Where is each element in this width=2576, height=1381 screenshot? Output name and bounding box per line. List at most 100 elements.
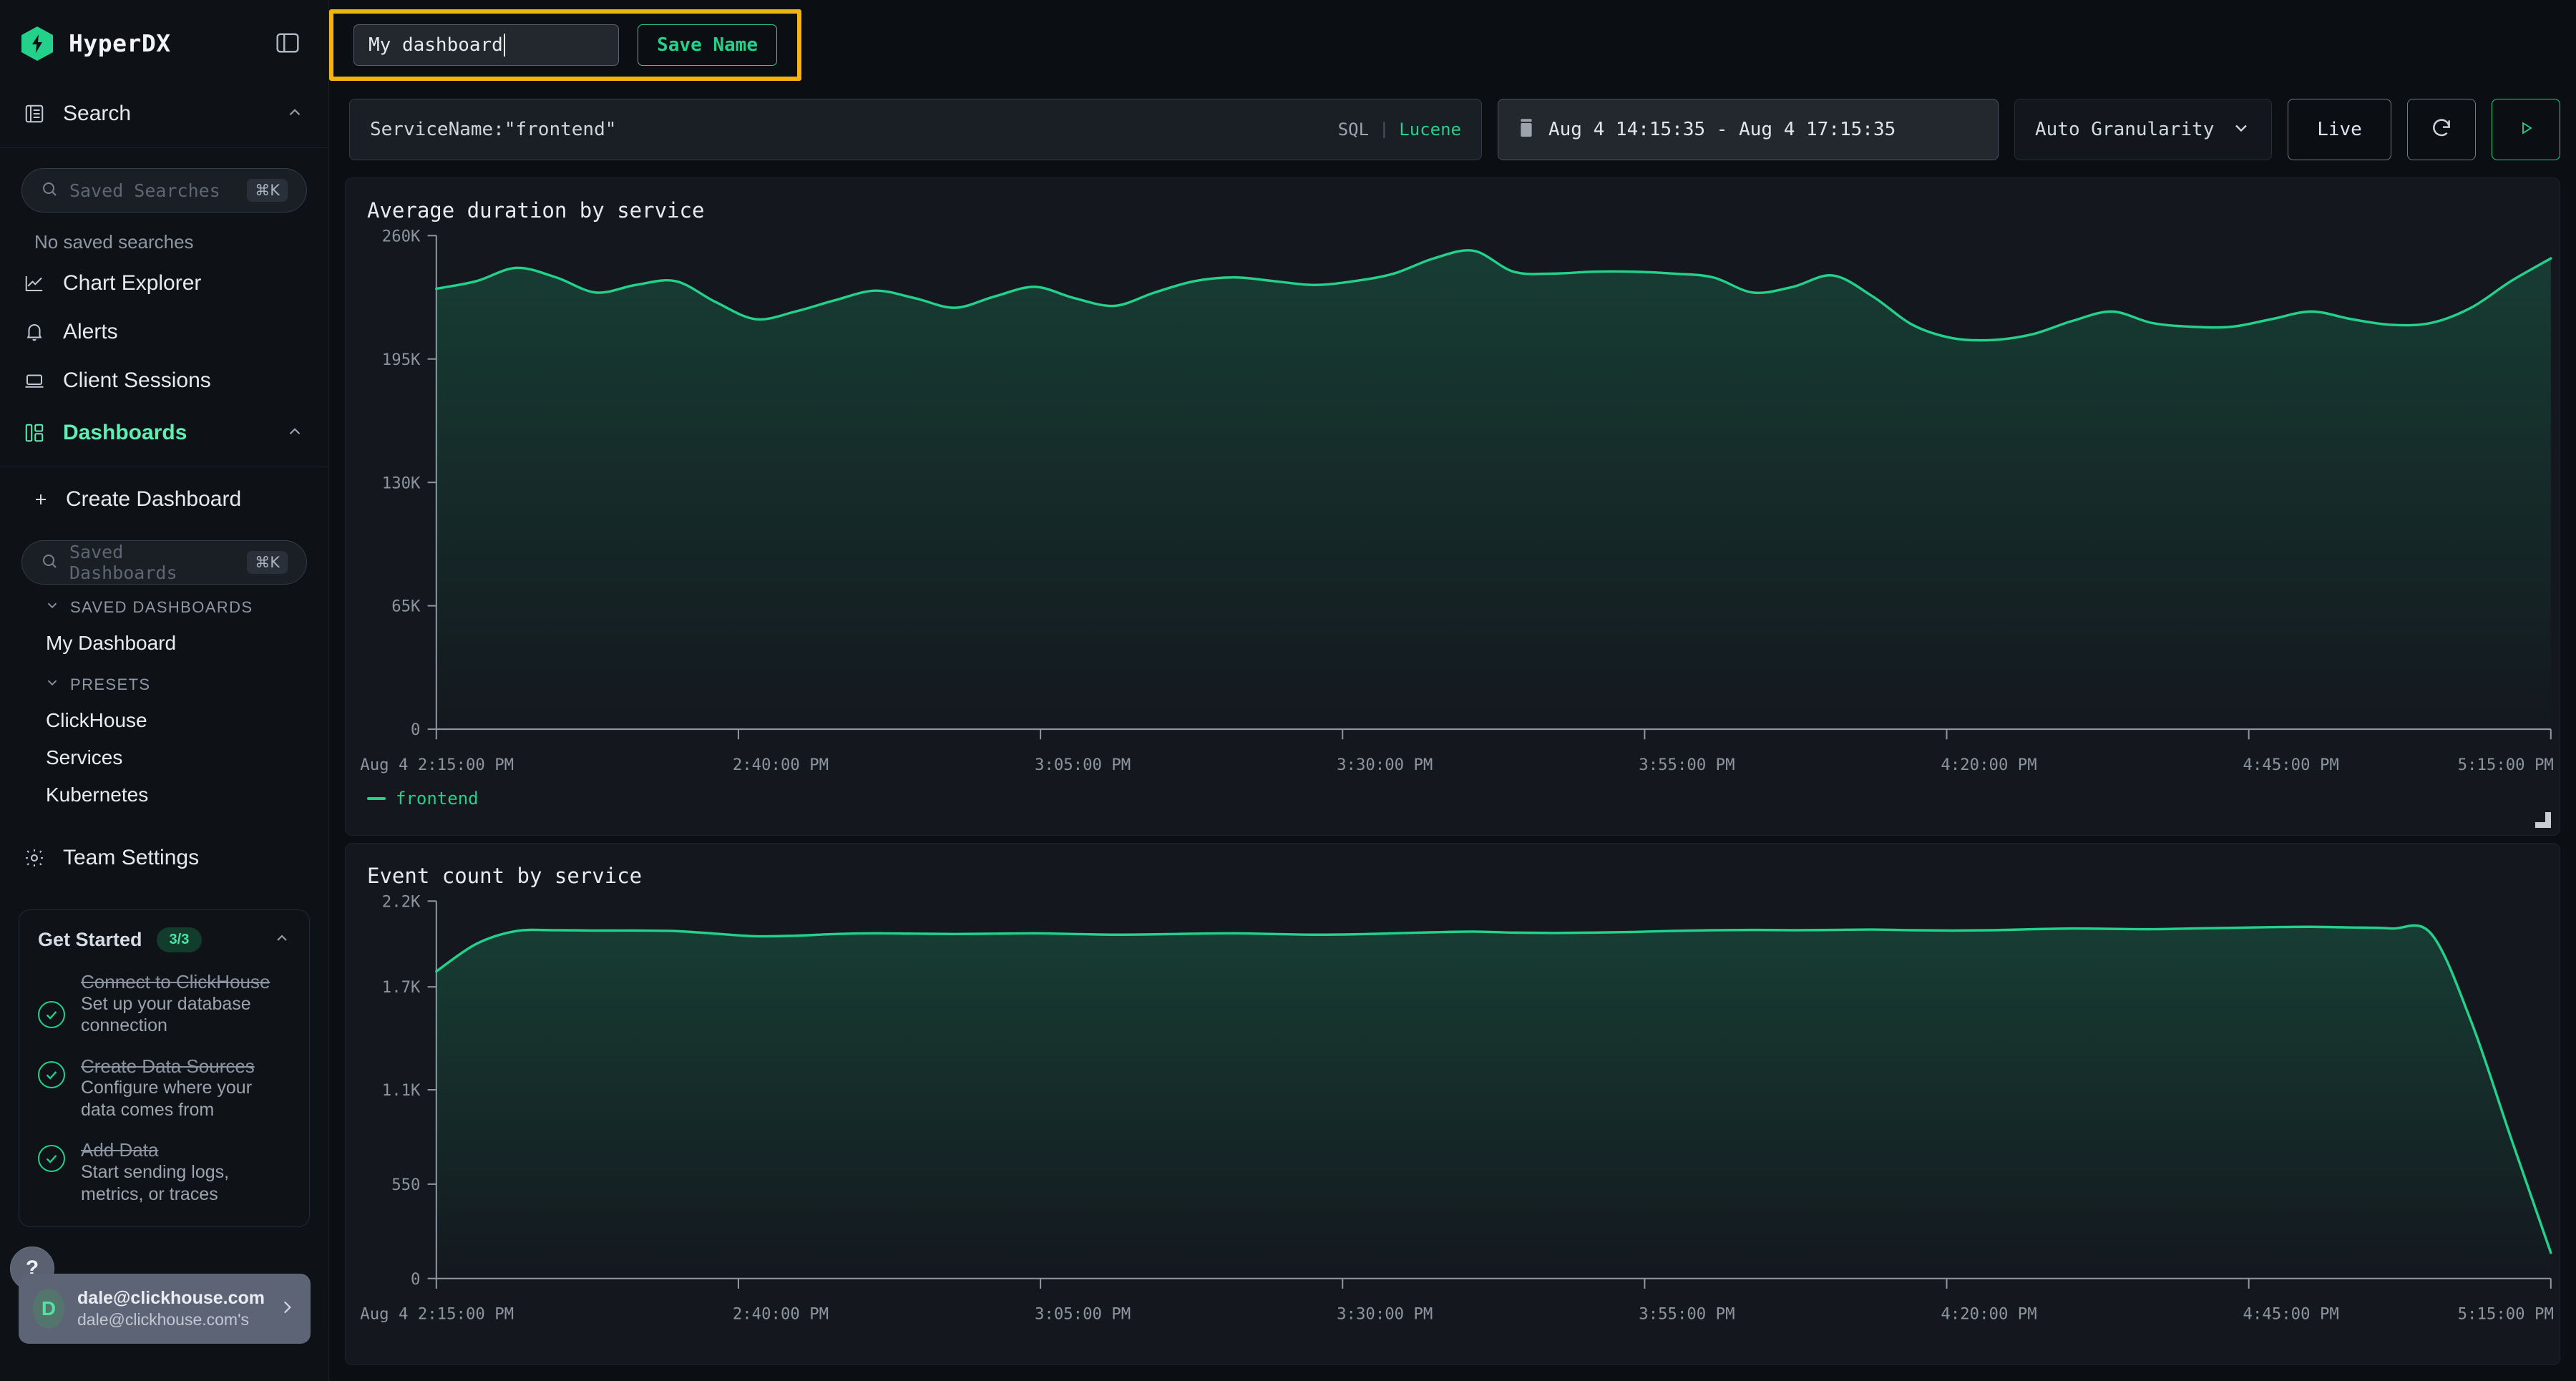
get-started-step-title: Create Data Sources xyxy=(81,1055,255,1077)
get-started-step[interactable]: Connect to ClickHouse Set up your databa… xyxy=(38,971,291,1037)
sidebar-section-dashboards[interactable]: Dashboards xyxy=(0,405,328,461)
laptop-icon xyxy=(21,370,47,391)
hyperdx-bolt-icon xyxy=(21,26,54,61)
sidebar-preset-clickhouse[interactable]: ClickHouse xyxy=(46,709,147,731)
saved-dashboards-input[interactable]: Saved Dashboards ⌘K xyxy=(21,540,307,585)
get-started-step-desc: Start sending logs, metrics, or traces xyxy=(81,1162,230,1204)
lang-toggle-lucene[interactable]: Lucene xyxy=(1399,119,1461,140)
dashboard-name-value: My dashboard xyxy=(369,34,503,56)
sidebar-item-client-sessions-label: Client Sessions xyxy=(63,369,211,392)
lang-separator: | xyxy=(1382,119,1387,139)
dashboard-layout-icon xyxy=(21,422,47,444)
brand[interactable]: HyperDX xyxy=(21,26,171,61)
get-started-step[interactable]: Create Data Sources Configure where your… xyxy=(38,1055,291,1121)
svg-text:5:15:00 PM: 5:15:00 PM xyxy=(2458,1305,2554,1324)
chevron-right-icon xyxy=(278,1298,296,1320)
get-started-header[interactable]: Get Started 3/3 xyxy=(38,927,291,952)
chevron-up-icon[interactable] xyxy=(286,103,304,125)
granularity-select[interactable]: Auto Granularity xyxy=(2014,99,2272,160)
saved-searches-input[interactable]: Saved Searches ⌘K xyxy=(21,168,307,213)
dashboard-name-highlight: My dashboard Save Name xyxy=(329,9,801,81)
toolbar: ServiceName:"frontend" SQL | Lucene Aug … xyxy=(329,99,2576,160)
bell-icon xyxy=(21,321,47,343)
dashboard-name-input[interactable]: My dashboard xyxy=(353,24,620,66)
svg-text:0: 0 xyxy=(411,721,420,739)
legend-label[interactable]: frontend xyxy=(396,789,479,809)
get-started-step[interactable]: Add Data Start sending logs, metrics, or… xyxy=(38,1139,291,1205)
search-icon xyxy=(41,180,58,201)
granularity-value: Auto Granularity xyxy=(2035,119,2215,140)
get-started-step-desc: Configure where your data comes from xyxy=(81,1078,253,1120)
refresh-icon xyxy=(2430,117,2453,143)
sidebar-item-alerts[interactable]: Alerts xyxy=(0,308,328,356)
run-query-button[interactable] xyxy=(2492,99,2560,160)
sidebar-preset-kubernetes[interactable]: Kubernetes xyxy=(46,784,149,806)
main-content: My dashboard Save Name ServiceName:"fron… xyxy=(329,0,2576,1381)
check-circle-icon xyxy=(38,1145,65,1173)
chart-plot-area[interactable]: 2.2K 1.7K 1.1K 550 0 Aug 4 2:15:00 PM 2:40:00 … xyxy=(346,888,2560,1345)
sidebar-item-chart-explorer[interactable]: Chart Explorer xyxy=(0,259,328,308)
svg-text:130K: 130K xyxy=(382,474,421,492)
sidebar-item-chart-explorer-label: Chart Explorer xyxy=(63,271,202,295)
create-dashboard-label: Create Dashboard xyxy=(66,487,242,511)
chart-plot-area[interactable]: 260K 195K 130K 65K 0 Aug 4 2:15:00 PM 2:40:00 … xyxy=(346,223,2560,796)
refresh-button[interactable] xyxy=(2407,99,2476,160)
svg-text:2:40:00 PM: 2:40:00 PM xyxy=(733,1305,829,1324)
lang-toggle-sql[interactable]: SQL xyxy=(1337,119,1370,140)
svg-text:3:05:00 PM: 3:05:00 PM xyxy=(1035,1305,1131,1324)
no-saved-searches-text: No saved searches xyxy=(34,231,194,253)
get-started-step-desc: Set up your database connection xyxy=(81,993,251,1036)
svg-text:Aug 4 2:15:00 PM: Aug 4 2:15:00 PM xyxy=(360,1305,514,1324)
text-caret xyxy=(503,34,505,57)
chevron-up-icon[interactable] xyxy=(286,422,304,444)
search-query-input[interactable]: ServiceName:"frontend" SQL | Lucene xyxy=(349,99,1482,160)
panel-toggle-icon[interactable] xyxy=(273,28,303,58)
save-name-button[interactable]: Save Name xyxy=(638,24,777,66)
group-header-presets[interactable]: PRESETS xyxy=(0,662,328,702)
svg-text:3:30:00 PM: 3:30:00 PM xyxy=(1337,756,1433,774)
tile-resize-handle[interactable] xyxy=(2532,809,2551,828)
saved-searches-shortcut: ⌘K xyxy=(247,179,288,202)
gear-icon xyxy=(21,847,47,869)
user-email: dale@clickhouse.com xyxy=(77,1288,265,1309)
svg-text:1.7K: 1.7K xyxy=(382,978,421,997)
sidebar-preset-services[interactable]: Services xyxy=(46,746,123,768)
svg-text:0: 0 xyxy=(411,1270,420,1289)
svg-text:195K: 195K xyxy=(382,351,421,369)
brand-name: HyperDX xyxy=(69,29,171,57)
svg-text:4:45:00 PM: 4:45:00 PM xyxy=(2243,1305,2339,1324)
get-started-step-title: Add Data xyxy=(81,1139,159,1161)
svg-text:65K: 65K xyxy=(391,597,421,616)
saved-searches-placeholder: Saved Searches xyxy=(69,180,220,201)
create-dashboard-button[interactable]: Create Dashboard xyxy=(0,473,328,526)
sidebar-dashboard-my-dashboard[interactable]: My Dashboard xyxy=(46,632,177,654)
chart-title: Average duration by service xyxy=(367,198,705,223)
chevron-down-icon xyxy=(44,675,60,695)
notebook-icon xyxy=(21,103,47,125)
divider xyxy=(0,147,328,148)
sidebar-section-search[interactable]: Search xyxy=(0,86,328,142)
chevron-down-icon xyxy=(44,597,60,618)
group-header-presets-label: PRESETS xyxy=(70,675,151,693)
chart-tile-event-count: Event count by service 2.2K 1.7K 1.1K 550 0 A… xyxy=(345,843,2560,1365)
svg-text:4:20:00 PM: 4:20:00 PM xyxy=(1941,756,2036,774)
svg-text:2.2K: 2.2K xyxy=(382,892,421,911)
live-toggle-button[interactable]: Live xyxy=(2288,99,2391,160)
svg-text:3:55:00 PM: 3:55:00 PM xyxy=(1639,1305,1735,1324)
horizontal-scrollbar[interactable] xyxy=(329,1374,2576,1381)
plus-icon xyxy=(31,491,50,508)
sidebar-item-client-sessions[interactable]: Client Sessions xyxy=(0,356,328,405)
check-circle-icon xyxy=(38,1060,65,1088)
chevron-up-icon[interactable] xyxy=(273,929,291,950)
chart-svg: 260K 195K 130K 65K 0 Aug 4 2:15:00 PM 2:40:00 … xyxy=(360,227,2554,774)
sidebar-item-team-settings[interactable]: Team Settings xyxy=(0,832,328,884)
user-account-card[interactable]: D dale@clickhouse.com dale@clickhouse.co… xyxy=(19,1274,311,1344)
date-range-picker[interactable]: Aug 4 14:15:35 - Aug 4 17:15:35 xyxy=(1498,99,1999,160)
search-query-value: ServiceName:"frontend" xyxy=(370,119,617,140)
svg-text:3:55:00 PM: 3:55:00 PM xyxy=(1639,756,1735,774)
sidebar-section-dashboards-label: Dashboards xyxy=(63,421,187,444)
chart-svg: 2.2K 1.7K 1.1K 550 0 Aug 4 2:15:00 PM 2:40:00 … xyxy=(360,892,2554,1324)
user-team: dale@clickhouse.com's xyxy=(77,1310,249,1329)
svg-text:Aug 4 2:15:00 PM: Aug 4 2:15:00 PM xyxy=(360,756,514,774)
group-header-saved-dashboards[interactable]: SAVED DASHBOARDS xyxy=(0,585,328,625)
